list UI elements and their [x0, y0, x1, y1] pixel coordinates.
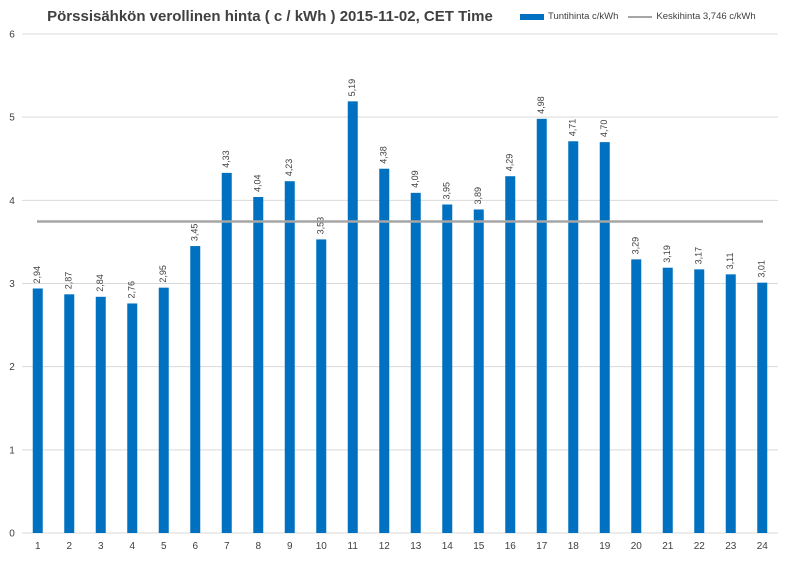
bar: [599, 142, 610, 533]
bar: [694, 269, 705, 533]
legend-item-bars: Tuntihinta c/kWh: [520, 11, 618, 22]
x-tick-label: 10: [316, 541, 328, 552]
x-tick-label: 5: [161, 541, 167, 552]
x-tick-label: 1: [35, 541, 41, 552]
x-tick-label: 14: [442, 541, 454, 552]
legend-item-average: Keskihinta 3,746 c/kWh: [628, 11, 756, 22]
bar: [127, 303, 138, 533]
data-label: 4,33: [221, 150, 231, 168]
bar: [631, 259, 642, 533]
x-tick-label: 8: [255, 541, 261, 552]
bar: [662, 267, 673, 533]
legend-label-bars: Tuntihinta c/kWh: [548, 11, 619, 22]
data-label: 4,04: [253, 174, 263, 192]
bar: [316, 239, 327, 533]
x-tick-label: 23: [725, 541, 737, 552]
data-label: 3,01: [757, 260, 767, 278]
data-label: 3,19: [662, 245, 672, 263]
legend-swatch-bar: [520, 13, 544, 20]
data-label: 3,45: [190, 224, 200, 242]
x-tick-label: 17: [536, 541, 548, 552]
bar: [379, 168, 390, 534]
y-tick-label: 1: [9, 445, 15, 456]
data-label: 3,89: [473, 187, 483, 205]
x-tick-label: 2: [66, 541, 72, 552]
x-tick-label: 20: [631, 541, 643, 552]
bar: [95, 296, 106, 533]
bar: [505, 176, 516, 533]
x-tick-label: 11: [348, 541, 359, 552]
bar: [158, 287, 169, 533]
bar: [64, 294, 75, 533]
data-label: 5,19: [347, 79, 357, 97]
x-tick-label: 22: [694, 541, 706, 552]
x-tick-label: 6: [192, 541, 198, 552]
data-label: 2,87: [64, 272, 74, 290]
x-tick-label: 18: [568, 541, 580, 552]
data-label: 2,76: [127, 281, 137, 299]
bar: [442, 204, 453, 533]
y-tick-label: 3: [9, 279, 15, 290]
data-label: 3,29: [631, 237, 641, 255]
data-label: 2,95: [158, 265, 168, 283]
data-label: 3,17: [694, 247, 704, 265]
x-tick-label: 13: [410, 541, 422, 552]
bar: [757, 282, 768, 533]
data-label: 4,38: [379, 146, 389, 164]
x-tick-label: 9: [287, 541, 293, 552]
x-tick-label: 15: [473, 541, 485, 552]
data-label: 4,23: [284, 159, 294, 177]
bar: [410, 192, 421, 533]
data-label: 4,70: [599, 120, 609, 138]
bar: [347, 101, 358, 534]
data-label: 3,95: [442, 182, 452, 200]
x-tick-label: 16: [505, 541, 517, 552]
data-label: 2,84: [95, 274, 105, 292]
y-tick-label: 6: [9, 30, 15, 41]
bar: [536, 118, 547, 533]
data-label: 4,29: [505, 154, 515, 172]
bar: [32, 288, 43, 533]
y-tick-label: 5: [9, 113, 15, 124]
data-label: 4,98: [536, 96, 546, 114]
bar: [725, 274, 736, 533]
legend-label-average: Keskihinta 3,746 c/kWh: [656, 11, 756, 22]
x-tick-label: 12: [379, 541, 391, 552]
y-tick-label: 2: [9, 362, 15, 373]
chart-title: Pörssisähkön verollinen hinta ( c / kWh …: [47, 8, 493, 25]
bar: [568, 141, 579, 533]
x-tick-label: 21: [662, 541, 674, 552]
x-tick-label: 19: [599, 541, 611, 552]
bar: [190, 246, 201, 533]
bar: [253, 197, 264, 534]
y-tick-label: 4: [9, 196, 15, 207]
legend-swatch-line: [628, 15, 653, 18]
bar: [473, 209, 484, 533]
data-label: 4,71: [568, 119, 578, 137]
x-tick-label: 4: [129, 541, 135, 552]
legend: Tuntihinta c/kWh Keskihinta 3,746 c/kWh: [520, 11, 756, 22]
x-tick-label: 24: [757, 541, 769, 552]
bar: [221, 172, 232, 533]
data-label: 2,94: [32, 266, 42, 284]
data-label: 3,53: [316, 217, 326, 235]
bar: [284, 181, 295, 533]
data-label: 4,09: [410, 170, 420, 188]
x-tick-label: 7: [224, 541, 230, 552]
x-tick-label: 3: [98, 541, 104, 552]
y-tick-label: 0: [9, 529, 15, 540]
data-label: 3,11: [725, 252, 735, 269]
